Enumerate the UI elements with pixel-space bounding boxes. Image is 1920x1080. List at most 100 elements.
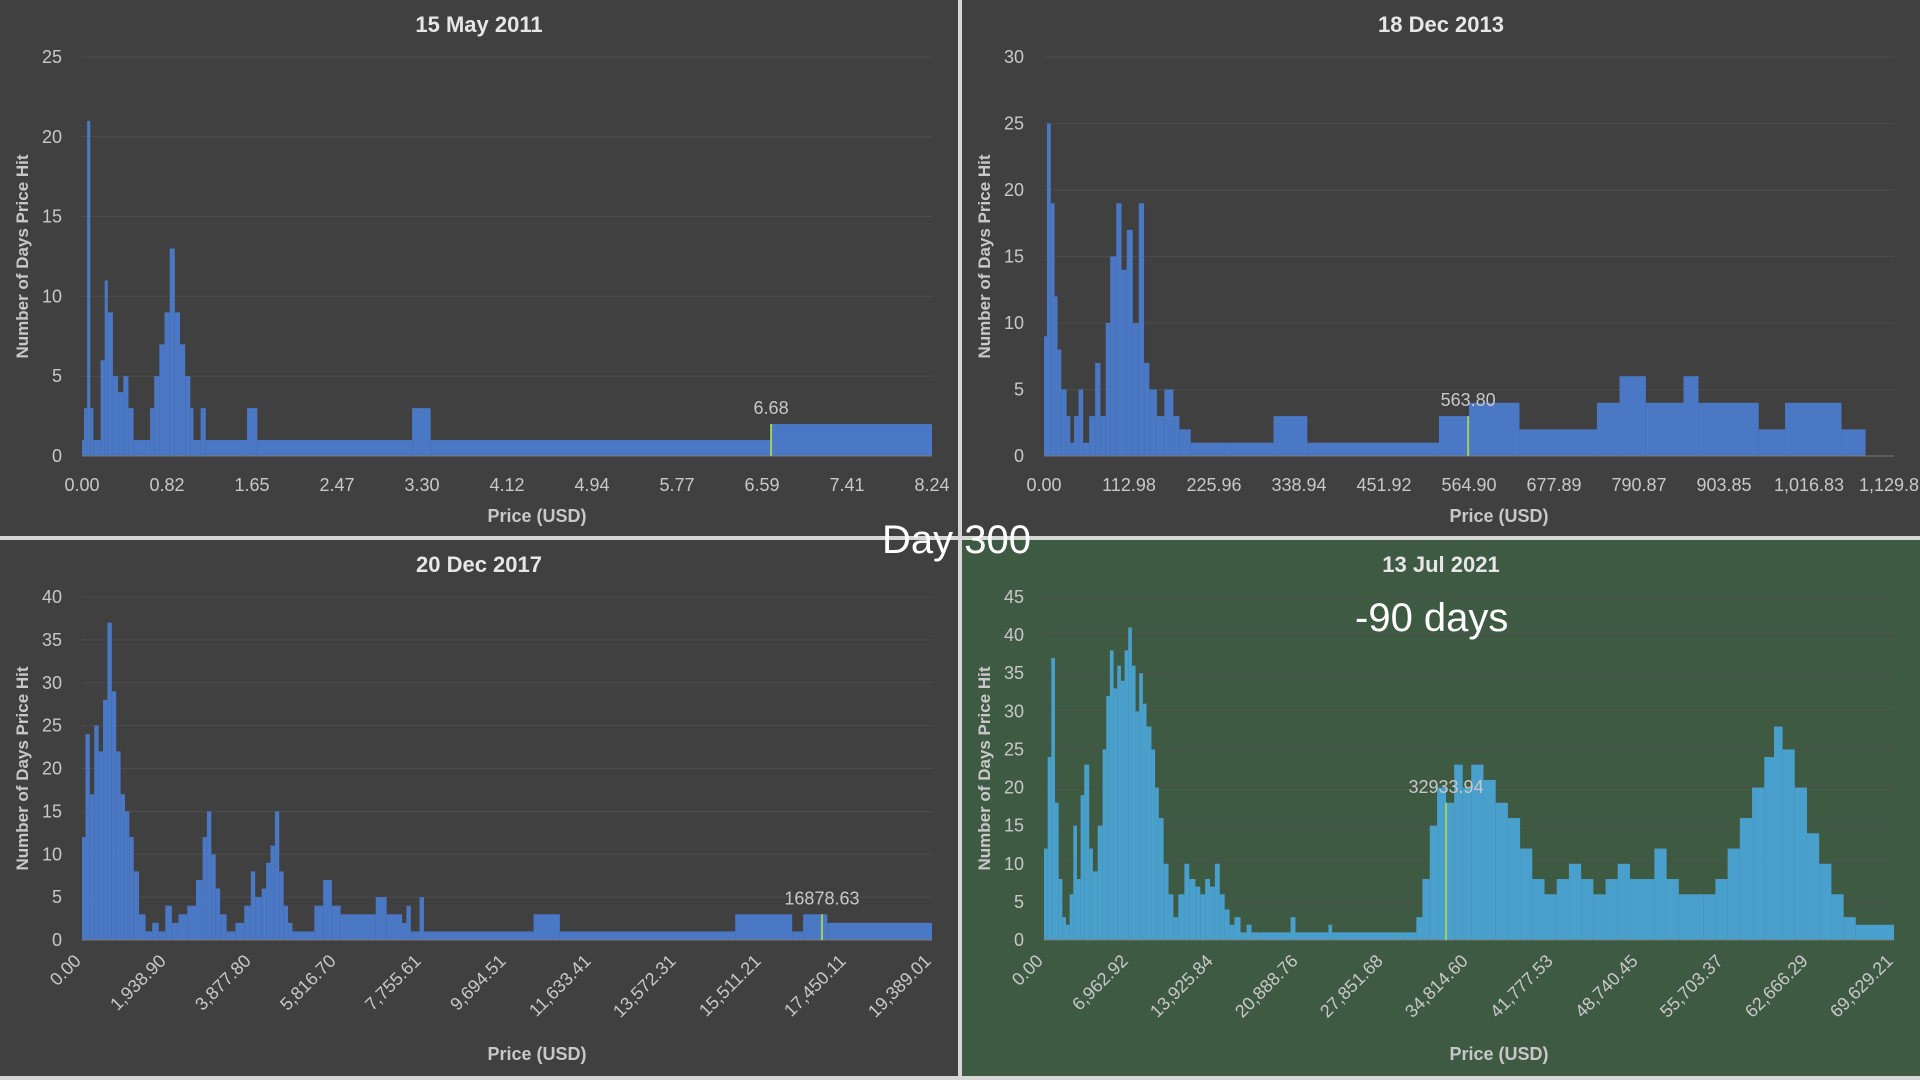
histogram-bar [1074,416,1079,456]
x-tick-label: 3,877.80 [191,951,255,1015]
histogram-bar [1437,787,1447,940]
histogram-bar [1092,871,1098,940]
histogram-bar [270,845,275,940]
histogram-bar [1246,924,1252,940]
histogram-bar [1619,376,1646,456]
x-tick-label: 7.41 [829,475,864,495]
histogram-bar [1135,711,1140,940]
histogram-bar [412,408,431,456]
histogram-bar [1054,802,1059,940]
histogram-bar [1189,879,1196,940]
x-tick-label: 69,629.21 [1826,951,1897,1022]
histogram-bar [1084,764,1090,940]
histogram-bar [1251,932,1259,940]
histogram-bar [1416,917,1423,940]
current-price-label: 6.68 [754,398,789,418]
x-tick-label: 5,816.70 [276,951,340,1015]
histogram-bar [1116,203,1122,456]
histogram-bar [821,914,828,940]
y-tick-label: 5 [52,887,62,907]
histogram-bar [1142,703,1147,940]
x-axis-label: Price (USD) [1449,506,1548,526]
histogram-bar [100,360,105,456]
histogram-bar [215,888,221,940]
histogram-bar [1782,749,1795,940]
x-tick-label: 6.59 [744,475,779,495]
histogram-bar [169,248,175,456]
histogram-bar [1678,894,1704,940]
histogram-bar [1044,336,1048,456]
histogram-bar [1819,863,1832,940]
histogram-bar [94,725,99,940]
y-tick-label: 30 [1004,701,1024,721]
histogram-bar [1144,362,1150,456]
y-tick-label: 15 [42,207,62,227]
histogram-bar [87,120,91,456]
x-tick-label: 903.85 [1696,475,1751,495]
histogram-bar [154,376,160,456]
x-tick-label: 7,755.61 [361,951,425,1015]
x-tick-label: 20,888.76 [1231,951,1302,1022]
histogram-bar [1831,894,1844,940]
histogram-bar [1051,657,1055,940]
histogram-bar [1155,787,1159,940]
y-tick-label: 0 [1014,930,1024,950]
histogram-bar [202,837,207,940]
x-tick-label: 8.24 [914,475,949,495]
histogram-bar [226,931,236,940]
histogram-bar [98,751,104,940]
histogram-bar [1462,787,1472,940]
histogram-bar [1519,429,1597,456]
histogram-bar [533,914,560,940]
histogram-bar [1190,442,1225,456]
histogram-bar [164,312,170,456]
histogram-bar [1532,879,1545,940]
histogram-bar [323,879,332,940]
histogram-bar [1110,256,1117,456]
histogram-bar [1422,879,1430,940]
histogram-bar [1629,879,1655,940]
histogram-bar [1097,825,1103,940]
histogram-bar [247,408,258,456]
histogram-bar [206,811,212,940]
histogram-bar [1078,389,1084,456]
histogram-bar [1120,680,1125,940]
x-tick-label: 0.00 [1008,951,1047,990]
histogram-bar [1429,825,1438,940]
histogram-bar [410,931,420,940]
histogram-bar [559,931,736,940]
histogram-bar [174,312,180,456]
histogram-bar [1654,848,1667,940]
histogram-bar [84,408,88,456]
histogram-bar [314,905,324,940]
histogram-bar [128,408,134,456]
y-tick-label: 10 [1004,854,1024,874]
histogram-bar [1109,650,1114,940]
histogram-bar [123,376,129,456]
histogram-bar [1785,402,1842,456]
x-tick-label: 55,703.37 [1656,951,1727,1022]
y-tick-label: 5 [1014,892,1024,912]
histogram-bar [1758,429,1786,456]
histogram-bar [235,922,245,940]
histogram-bar [1080,795,1085,940]
histogram-bar [292,931,315,940]
y-tick-label: 25 [1004,739,1024,759]
histogram-bar [1219,894,1225,940]
histogram-bar [1617,863,1630,940]
histogram-bar [1605,879,1618,940]
histogram-bar [150,408,155,456]
histogram-bar [1113,688,1118,940]
chart-panel-2013: 18 Dec 2013 0 5 10 15 20 25 30 Number of Days Pr… [962,0,1920,536]
x-tick-label: 1,129.81 [1859,475,1920,495]
histogram-bar [1752,787,1765,940]
x-tick-label: 338.94 [1271,475,1326,495]
y-tick-label: 40 [42,587,62,607]
x-tick-label: 1,016.83 [1774,475,1844,495]
histogram-bar [1083,442,1090,456]
histogram-bar [193,440,201,456]
y-tick-label: 25 [42,47,62,67]
x-tick-label: 0.00 [1026,475,1061,495]
histogram-bar [406,905,411,940]
histogram-bar [1062,917,1066,940]
